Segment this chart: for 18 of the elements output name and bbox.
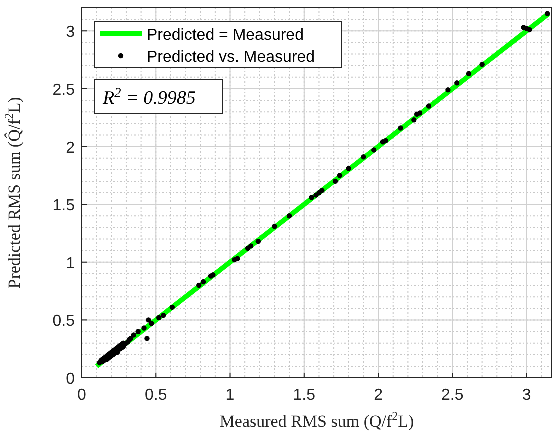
y-tick-label: 2.5 — [52, 82, 76, 99]
x-tick-label: 1.5 — [293, 387, 316, 404]
x-tick-label: 1 — [226, 387, 235, 404]
legend-label: Predicted = Measured — [147, 27, 304, 44]
y-tick-label: 2 — [66, 140, 76, 157]
y-tick-label: 3 — [66, 24, 76, 42]
x-axis-title: Measured RMS sum (Q/f$^{2}$L) — [220, 409, 414, 431]
y-tick-label: 0.5 — [52, 313, 76, 330]
legend-label: Predicted vs. Measured — [147, 49, 316, 66]
y-tick-label: 0 — [66, 371, 76, 388]
x-tick-label: 3 — [522, 387, 532, 404]
y-tick-label: 1.5 — [52, 198, 76, 215]
y-tick-label: 1 — [66, 255, 76, 272]
x-tick-label: 2 — [374, 387, 384, 404]
x-tick-label: 0 — [78, 387, 87, 404]
x-tick-label: 2.5 — [442, 387, 464, 404]
x-tick-label: 0.5 — [145, 387, 168, 404]
annotation: R$^{2}$ = 0.9985 — [102, 84, 196, 109]
